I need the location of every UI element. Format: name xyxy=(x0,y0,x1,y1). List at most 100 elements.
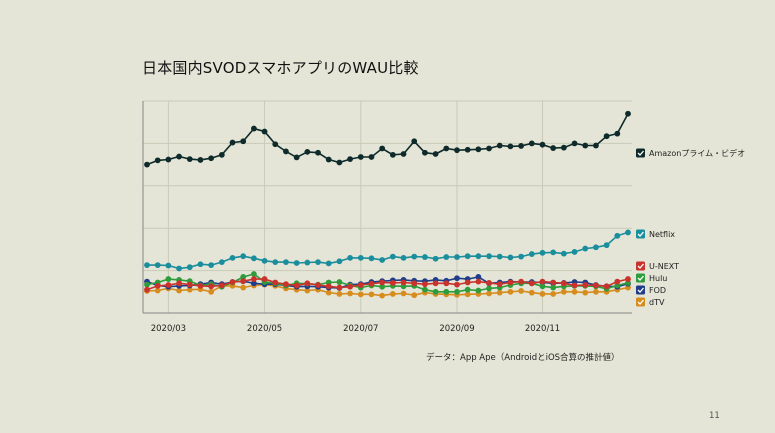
data-point xyxy=(400,290,407,297)
data-point xyxy=(614,278,621,285)
data-point xyxy=(272,259,279,266)
data-point xyxy=(560,288,567,295)
legend-label: dTV xyxy=(649,298,665,307)
series-line xyxy=(146,283,629,297)
data-point xyxy=(336,291,343,297)
data-point xyxy=(218,259,225,266)
data-point xyxy=(240,284,247,291)
series-amazon- xyxy=(144,110,631,168)
legend-item: Amazonプライム・ビデオ xyxy=(636,148,745,158)
data-point xyxy=(283,259,289,266)
legend-item: dTV xyxy=(636,297,665,307)
data-point xyxy=(154,287,161,294)
data-point xyxy=(154,157,161,164)
data-point xyxy=(539,278,546,285)
data-point xyxy=(250,125,257,132)
check-icon xyxy=(637,150,644,156)
data-point xyxy=(432,151,439,157)
data-point xyxy=(400,279,407,286)
data-point xyxy=(293,282,300,289)
data-point xyxy=(464,279,471,286)
data-point xyxy=(250,280,257,287)
data-point xyxy=(357,291,364,298)
data-point xyxy=(550,279,557,286)
data-point xyxy=(347,156,353,162)
check-icon xyxy=(637,287,644,293)
data-point xyxy=(443,254,450,260)
legend-label: Amazonプライム・ビデオ xyxy=(649,148,745,158)
data-point xyxy=(368,280,375,287)
data-point xyxy=(475,278,482,285)
series-line xyxy=(146,113,629,166)
data-point xyxy=(283,148,289,155)
data-point xyxy=(582,289,589,296)
data-point xyxy=(400,254,407,261)
series-lines xyxy=(144,110,631,299)
data-point xyxy=(304,259,311,266)
data-point xyxy=(550,291,557,297)
series-line xyxy=(146,273,629,293)
data-point xyxy=(176,287,182,294)
x-tick-label: 2020/07 xyxy=(343,324,378,334)
data-point xyxy=(336,279,343,285)
data-point xyxy=(315,282,321,288)
legend-label: Netflix xyxy=(649,230,675,239)
data-point xyxy=(454,254,460,260)
data-point xyxy=(528,280,535,287)
data-point xyxy=(411,138,418,145)
data-point xyxy=(325,260,332,267)
data-point xyxy=(582,245,589,252)
data-point xyxy=(571,249,578,255)
data-point xyxy=(454,288,460,295)
data-point xyxy=(507,254,514,261)
data-point xyxy=(625,229,631,236)
data-point xyxy=(464,286,471,293)
legend-swatch xyxy=(636,273,645,283)
data-point xyxy=(454,275,460,282)
data-point xyxy=(240,253,247,260)
data-point xyxy=(379,279,386,286)
data-point xyxy=(625,276,631,282)
data-point xyxy=(368,154,375,160)
data-point xyxy=(454,147,460,154)
data-point xyxy=(389,291,396,297)
series-line xyxy=(147,231,629,270)
data-point xyxy=(229,279,236,285)
data-point xyxy=(218,151,225,158)
data-point xyxy=(422,281,428,288)
data-point xyxy=(593,142,599,149)
data-point xyxy=(379,283,386,290)
data-point xyxy=(486,279,492,286)
data-point xyxy=(154,262,161,268)
data-point xyxy=(507,288,514,295)
data-point xyxy=(250,276,257,282)
data-point xyxy=(539,249,546,256)
check-icon xyxy=(637,231,644,237)
data-point xyxy=(432,280,439,287)
series-line xyxy=(146,278,629,291)
data-point xyxy=(507,143,514,150)
data-point xyxy=(593,244,599,251)
data-point xyxy=(325,283,332,290)
source-note: データ：App Ape（AndroidとiOS合算の推計値） xyxy=(426,353,620,363)
data-point xyxy=(411,292,418,299)
data-point xyxy=(486,290,492,297)
data-point xyxy=(336,159,343,166)
data-point xyxy=(144,161,150,168)
data-point xyxy=(186,264,193,271)
legend-item: Hulu xyxy=(636,273,667,283)
legend: Amazonプライム・ビデオ Netflix U-NEXT Hulu FOD dTV xyxy=(636,148,745,307)
legend-label: FOD xyxy=(649,286,666,295)
data-point xyxy=(539,141,546,148)
data-point xyxy=(422,149,428,156)
data-point xyxy=(165,262,172,269)
data-point xyxy=(165,276,172,282)
data-point xyxy=(411,280,418,287)
legend-label: Hulu xyxy=(649,274,667,283)
data-point xyxy=(336,258,343,265)
data-point xyxy=(197,261,204,268)
data-point xyxy=(614,130,621,137)
data-point xyxy=(475,253,482,260)
data-point xyxy=(486,145,492,152)
